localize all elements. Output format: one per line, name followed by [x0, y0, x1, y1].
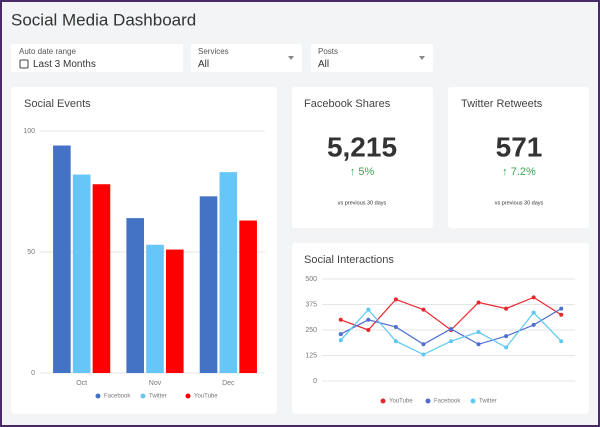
- card-title: Facebook Shares: [304, 98, 391, 110]
- point: [531, 322, 536, 327]
- point: [366, 317, 371, 322]
- kpi-change: ↑ 7.2%: [502, 166, 536, 178]
- bar: [239, 220, 257, 373]
- x-tick-label: Dec: [222, 380, 235, 387]
- legend-label: Twitter: [479, 399, 497, 405]
- y-tick-label: 250: [305, 327, 317, 334]
- y-tick-label: 500: [305, 276, 317, 283]
- legend-label: YouTube: [389, 399, 413, 405]
- filter-label: Posts: [318, 47, 338, 56]
- y-tick-label: 50: [27, 249, 35, 256]
- bar: [126, 218, 144, 373]
- bar: [199, 196, 218, 373]
- filter-value: Last 3 Months: [33, 59, 96, 70]
- date-filter[interactable]: Auto date range Last 3 Months: [11, 44, 183, 72]
- point: [531, 295, 536, 300]
- bar: [219, 172, 238, 373]
- card-title: Social Events: [24, 98, 91, 110]
- legend-marker: [95, 393, 101, 399]
- filter-box: [311, 44, 433, 72]
- point: [338, 332, 343, 337]
- point: [393, 324, 398, 329]
- legend-label: Facebook: [104, 394, 131, 400]
- filter-value: All: [318, 59, 329, 70]
- point: [421, 352, 426, 357]
- legend-marker: [380, 398, 386, 404]
- kpi-note: vs previous 30 days: [495, 200, 544, 206]
- y-tick-label: 0: [31, 370, 35, 377]
- caret: [419, 56, 425, 60]
- point: [559, 312, 564, 317]
- posts-filter[interactable]: Posts All: [311, 44, 433, 72]
- services-filter[interactable]: Services All: [191, 44, 302, 72]
- filter-value: All: [198, 59, 209, 70]
- y-tick-label: 0: [313, 378, 317, 385]
- y-tick-label: 125: [305, 352, 317, 359]
- filter-box: [191, 44, 302, 72]
- kpi-value: 5,215: [327, 131, 397, 162]
- point: [559, 306, 564, 311]
- kpi-value: 571: [496, 131, 543, 162]
- point: [338, 338, 343, 343]
- point: [421, 342, 426, 347]
- y-tick-label: 100: [23, 128, 35, 135]
- point: [476, 300, 481, 305]
- legend-marker: [470, 398, 476, 404]
- bar: [72, 174, 91, 373]
- point: [421, 307, 426, 312]
- filter-box: [11, 44, 183, 72]
- x-tick-label: Oct: [76, 380, 87, 387]
- x-tick-label: Nov: [149, 380, 162, 387]
- point: [531, 310, 536, 315]
- bar: [92, 184, 111, 373]
- point: [393, 297, 398, 302]
- bar: [146, 244, 164, 373]
- point: [338, 317, 343, 322]
- y-tick-label: 375: [305, 301, 317, 308]
- legend-label: Twitter: [149, 394, 167, 400]
- bar: [166, 249, 184, 373]
- page-title: Social Media Dashboard: [11, 10, 196, 29]
- legend-marker: [425, 398, 431, 404]
- point: [476, 330, 481, 335]
- card: [448, 87, 589, 228]
- card-title: Social Interactions: [304, 254, 394, 266]
- legend-label: YouTube: [194, 394, 218, 400]
- legend-label: Facebook: [434, 399, 461, 405]
- card: [292, 87, 433, 228]
- point: [504, 334, 509, 339]
- point: [476, 342, 481, 347]
- point: [366, 307, 371, 312]
- bar: [53, 145, 71, 373]
- filter-label: Auto date range: [19, 47, 76, 56]
- point: [504, 306, 509, 311]
- card-title: Twitter Retweets: [461, 98, 543, 110]
- card: [292, 243, 589, 414]
- point: [366, 328, 371, 332]
- point: [449, 326, 453, 331]
- caret: [288, 56, 294, 60]
- point: [393, 339, 398, 344]
- point: [449, 339, 453, 344]
- calendar-icon: [19, 59, 29, 69]
- kpi-change: ↑ 5%: [350, 166, 375, 178]
- kpi-note: vs previous 30 days: [338, 200, 387, 206]
- filter-label: Services: [198, 47, 229, 56]
- legend-marker: [140, 393, 146, 399]
- point: [559, 339, 564, 344]
- legend-marker: [185, 393, 191, 399]
- point: [504, 345, 509, 350]
